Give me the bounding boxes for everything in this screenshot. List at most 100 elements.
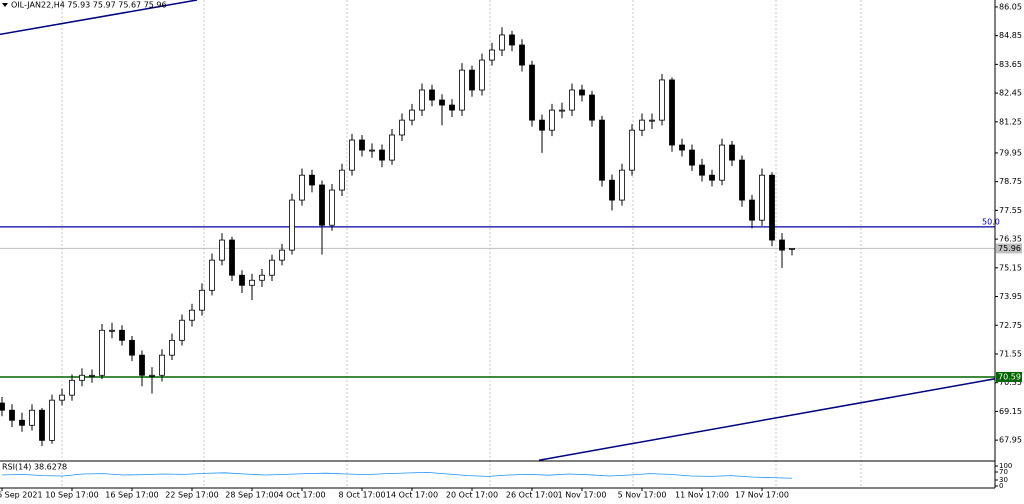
candle-body — [149, 374, 155, 377]
candle-body — [529, 64, 535, 121]
candle-body — [119, 329, 125, 341]
y-tick-label: 76.35 — [999, 235, 1022, 244]
last-price-label: 75.96 — [998, 244, 1021, 253]
y-tick-label: 73.95 — [999, 292, 1022, 301]
x-tick-label: 20 Oct 17:00 — [446, 491, 498, 500]
candle-body — [239, 274, 245, 286]
x-tick-label: 28 Sep 17:00 — [225, 491, 278, 500]
y-tick-label: 69.15 — [999, 407, 1022, 416]
candle-body — [269, 259, 275, 276]
candle-body — [759, 174, 765, 221]
rsi-tick-label: 100 — [999, 462, 1012, 470]
candle-body — [719, 144, 725, 181]
candle-body — [319, 184, 325, 226]
candle-body — [649, 119, 655, 122]
x-tick-label: 17 Nov 17:00 — [735, 491, 789, 500]
vertical-grid — [61, 0, 862, 488]
candle-body — [769, 174, 775, 241]
y-tick-label: 71.55 — [999, 349, 1022, 358]
rsi-tick-label: 70 — [999, 468, 1008, 476]
candle-body — [679, 144, 685, 151]
candle-body — [39, 409, 45, 441]
y-tick-label: 75.15 — [999, 263, 1022, 272]
rsi-tick-label: 0 — [999, 482, 1003, 490]
candle-body — [359, 139, 365, 151]
candle-body — [259, 274, 265, 281]
last-price-box — [996, 243, 1022, 254]
candle-body — [699, 164, 705, 176]
candle-body — [29, 409, 35, 426]
chart-title: OIL-JAN22,H4 75.93 75.97 75.67 75.96 — [11, 1, 167, 10]
candle-body — [229, 239, 235, 276]
candle-body — [629, 129, 635, 171]
candle-body — [109, 329, 115, 332]
candle-body — [739, 159, 745, 201]
x-tick-label: 14 Oct 17:00 — [386, 491, 438, 500]
x-tick-label: 8 Oct 17:00 — [338, 491, 385, 500]
candle-body — [379, 149, 385, 161]
rsi-tick-label: 30 — [999, 476, 1008, 484]
candle-body — [449, 104, 455, 111]
x-tick-label: 1 Nov 17:00 — [558, 491, 607, 500]
x-tick-label: 10 Sep 17:00 — [45, 491, 98, 500]
candle-body — [789, 248, 795, 250]
candle-body — [189, 309, 195, 321]
candle-body — [339, 169, 345, 191]
candle-body — [249, 279, 255, 286]
candle-body — [559, 109, 565, 112]
candle-body — [219, 239, 225, 261]
candle-body — [299, 174, 305, 201]
y-tick-label: 78.75 — [999, 177, 1022, 186]
candle-body — [579, 89, 585, 96]
x-tick-label: 22 Sep 17:00 — [165, 491, 218, 500]
candle-body — [639, 119, 645, 131]
candle-body — [49, 399, 55, 441]
y-tick-label: 86.05 — [999, 2, 1022, 11]
candle-body — [329, 189, 335, 226]
candle-body — [199, 289, 205, 311]
x-tick-label: 4 Oct 17:00 — [278, 491, 325, 500]
y-tick-label: 83.65 — [999, 60, 1022, 69]
candle-body — [589, 94, 595, 121]
candle-body — [439, 99, 445, 106]
candle-body — [9, 409, 15, 421]
candle-body — [709, 174, 715, 181]
x-tick-label: 5 Nov 17:00 — [618, 491, 667, 500]
x-tick-label: 26 Oct 17:00 — [506, 491, 558, 500]
level-price-label: 70.59 — [998, 372, 1021, 381]
level-price-box — [996, 371, 1022, 382]
y-tick-label: 79.95 — [999, 148, 1022, 157]
y-tick-label: 82.45 — [999, 89, 1022, 98]
candle-body — [459, 69, 465, 111]
candle-body — [749, 199, 755, 221]
candle-body — [729, 144, 735, 161]
candle-body — [399, 119, 405, 136]
candle-body — [369, 149, 375, 152]
candle-body — [519, 44, 525, 66]
candle-body — [619, 169, 625, 201]
candle-body — [19, 419, 25, 426]
y-tick-label: 81.25 — [999, 117, 1022, 126]
candle-body — [669, 79, 675, 146]
y-tick-label: 84.85 — [999, 31, 1022, 40]
candle-body — [409, 109, 415, 121]
candle-body — [169, 339, 175, 356]
candle-body — [99, 329, 105, 376]
candle-body — [0, 402, 5, 411]
candle-body — [539, 119, 545, 131]
plot — [0, 0, 995, 461]
y-tick-label: 67.95 — [999, 436, 1022, 445]
candle-body — [419, 89, 425, 111]
candle-body — [779, 239, 785, 251]
candle-body — [159, 354, 165, 376]
candle-body — [509, 34, 515, 46]
candle-body — [79, 374, 85, 381]
candle-body — [209, 259, 215, 291]
y-tick-label: 72.75 — [999, 321, 1022, 330]
trendline — [0, 0, 198, 36]
menu-arrow — [2, 3, 8, 7]
candle-body — [499, 34, 505, 51]
candle-body — [279, 249, 285, 261]
y-tick-label: 70.35 — [999, 378, 1022, 387]
